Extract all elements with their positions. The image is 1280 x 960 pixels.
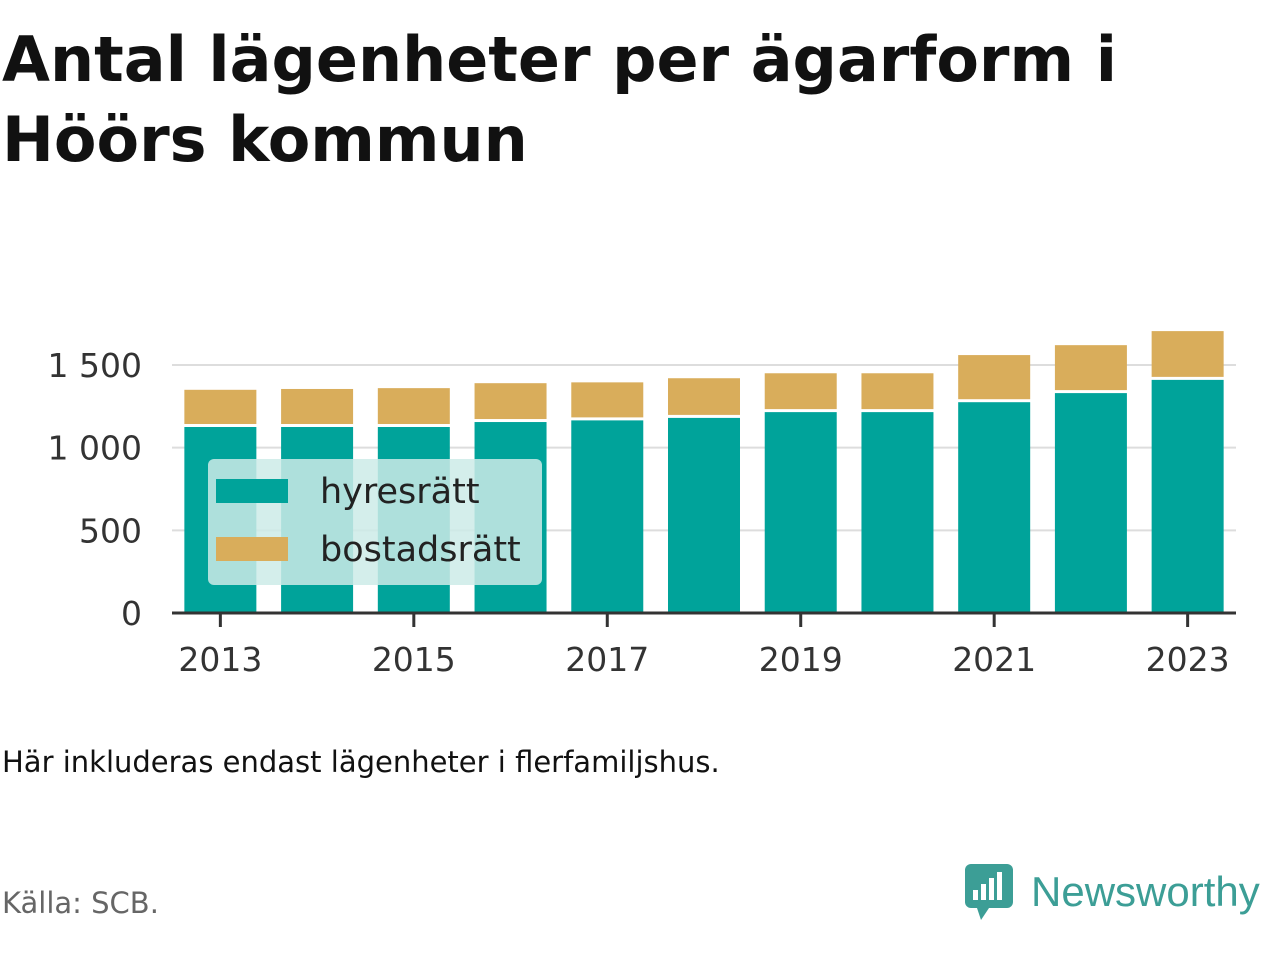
x-tick-label: 2021 [952, 640, 1036, 679]
bar-bostadsratt [377, 388, 450, 424]
bar-bostadsratt [184, 389, 257, 424]
x-tick-label: 2023 [1146, 640, 1230, 679]
bar-hyresratt [1054, 393, 1127, 613]
newsworthy-logo-icon [965, 864, 1013, 920]
y-tick-label: 1 500 [48, 346, 142, 385]
x-tick-label: 2017 [565, 640, 649, 679]
y-tick-label: 500 [79, 511, 142, 550]
axes: 0 500 1 000 1 500 2013 2015 2017 2019 2021 2023 [48, 346, 1236, 679]
source-label: Källa: SCB. [2, 886, 159, 920]
brand-name: Newsworthy [1031, 868, 1260, 915]
bar-hyresratt [764, 412, 837, 613]
legend: hyresrätt bostadsrätt [208, 459, 542, 585]
legend-swatch-hyresratt [216, 479, 288, 503]
legend-swatch-bostadsratt [216, 537, 288, 561]
x-tick-label: 2013 [178, 640, 262, 679]
bar-bostadsratt [668, 378, 740, 415]
legend-box [208, 459, 542, 585]
chart-note: Här inkluderas endast lägenheter i flerf… [2, 745, 720, 779]
stacked-bar-chart: 0 500 1 000 1 500 2013 2015 2017 2019 2021 2023 h… [48, 331, 1236, 679]
brand-logo[interactable]: Newsworthy [963, 862, 1260, 922]
bar-bostadsratt [281, 388, 354, 424]
bar-bostadsratt [474, 383, 547, 420]
bar-bostadsratt [764, 373, 837, 410]
bar-bostadsratt [1054, 345, 1127, 391]
bar-hyresratt [571, 420, 644, 613]
bar-hyresratt [958, 402, 1031, 613]
y-tick-label: 0 [121, 594, 142, 633]
legend-label-bostadsratt: bostadsrätt [320, 530, 521, 570]
bar-hyresratt [1151, 379, 1224, 613]
x-tick-label: 2019 [759, 640, 843, 679]
legend-label-hyresratt: hyresrätt [320, 472, 480, 512]
bar-bostadsratt [861, 373, 934, 410]
x-tick-label: 2015 [372, 640, 456, 679]
y-tick-label: 1 000 [48, 429, 142, 468]
bar-bostadsratt [1151, 331, 1224, 377]
chart-title: Antal lägenheter per ägarform i Höörs ko… [2, 23, 1117, 176]
bar-hyresratt [668, 417, 740, 613]
bar-hyresratt [861, 412, 934, 613]
bar-bostadsratt [958, 355, 1031, 400]
bar-bostadsratt [571, 382, 644, 418]
